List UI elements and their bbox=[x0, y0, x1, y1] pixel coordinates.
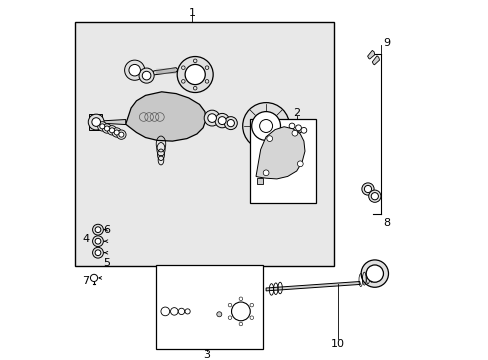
Circle shape bbox=[170, 308, 178, 315]
Circle shape bbox=[263, 170, 268, 176]
Circle shape bbox=[129, 64, 140, 76]
Circle shape bbox=[107, 126, 117, 135]
Circle shape bbox=[157, 303, 173, 319]
Circle shape bbox=[364, 185, 371, 193]
Circle shape bbox=[286, 121, 297, 131]
Text: 5: 5 bbox=[103, 258, 110, 268]
Circle shape bbox=[204, 110, 220, 126]
Circle shape bbox=[288, 123, 294, 129]
Circle shape bbox=[112, 128, 121, 137]
Polygon shape bbox=[190, 307, 215, 316]
Circle shape bbox=[298, 125, 309, 136]
Polygon shape bbox=[265, 282, 360, 291]
Circle shape bbox=[175, 306, 187, 317]
Circle shape bbox=[361, 260, 387, 287]
Bar bbox=[257, 178, 262, 184]
Bar bbox=[156, 265, 262, 349]
Text: 3: 3 bbox=[203, 350, 210, 360]
Circle shape bbox=[161, 307, 169, 316]
Bar bbox=[249, 119, 316, 203]
Circle shape bbox=[184, 309, 190, 314]
Circle shape bbox=[361, 183, 373, 195]
Circle shape bbox=[114, 130, 119, 135]
Polygon shape bbox=[367, 50, 374, 59]
Circle shape bbox=[117, 130, 126, 139]
Polygon shape bbox=[152, 68, 178, 75]
Circle shape bbox=[95, 238, 101, 244]
Circle shape bbox=[215, 113, 229, 128]
Circle shape bbox=[227, 120, 234, 127]
Circle shape bbox=[124, 60, 144, 80]
Circle shape bbox=[92, 118, 101, 126]
Circle shape bbox=[185, 64, 205, 85]
Polygon shape bbox=[89, 114, 102, 130]
Circle shape bbox=[251, 112, 280, 140]
Circle shape bbox=[119, 132, 123, 137]
Circle shape bbox=[366, 265, 383, 282]
Circle shape bbox=[292, 122, 303, 133]
Circle shape bbox=[295, 125, 301, 131]
Text: 7: 7 bbox=[81, 276, 89, 286]
Circle shape bbox=[291, 130, 297, 136]
Circle shape bbox=[92, 224, 103, 235]
Text: 1: 1 bbox=[188, 8, 195, 18]
Text: 2: 2 bbox=[292, 108, 300, 118]
Circle shape bbox=[92, 236, 103, 247]
Circle shape bbox=[368, 190, 380, 202]
Circle shape bbox=[104, 126, 109, 131]
Circle shape bbox=[178, 308, 184, 315]
Circle shape bbox=[183, 307, 192, 316]
Circle shape bbox=[167, 305, 181, 318]
Circle shape bbox=[370, 193, 378, 200]
Circle shape bbox=[207, 114, 216, 122]
Text: 6: 6 bbox=[103, 225, 110, 235]
Text: 9: 9 bbox=[383, 38, 389, 48]
Circle shape bbox=[88, 114, 104, 130]
Circle shape bbox=[216, 312, 222, 317]
Circle shape bbox=[297, 161, 303, 167]
Circle shape bbox=[92, 247, 103, 258]
Polygon shape bbox=[101, 120, 125, 125]
Text: 10: 10 bbox=[330, 339, 345, 349]
Circle shape bbox=[224, 117, 237, 130]
Polygon shape bbox=[371, 56, 379, 65]
Circle shape bbox=[95, 227, 101, 233]
Bar bbox=[75, 22, 334, 266]
Text: 8: 8 bbox=[383, 218, 389, 228]
Polygon shape bbox=[125, 92, 205, 141]
Text: 4: 4 bbox=[82, 234, 89, 244]
Circle shape bbox=[100, 124, 104, 129]
Circle shape bbox=[242, 103, 289, 149]
Circle shape bbox=[139, 68, 154, 83]
Circle shape bbox=[95, 250, 101, 256]
Circle shape bbox=[301, 127, 306, 133]
Polygon shape bbox=[256, 127, 305, 179]
Circle shape bbox=[102, 124, 111, 133]
Circle shape bbox=[142, 71, 151, 80]
Circle shape bbox=[218, 117, 225, 125]
Circle shape bbox=[224, 295, 257, 328]
Circle shape bbox=[109, 128, 114, 133]
Circle shape bbox=[266, 136, 272, 141]
Circle shape bbox=[98, 122, 107, 131]
Circle shape bbox=[177, 57, 213, 93]
Circle shape bbox=[231, 302, 250, 321]
